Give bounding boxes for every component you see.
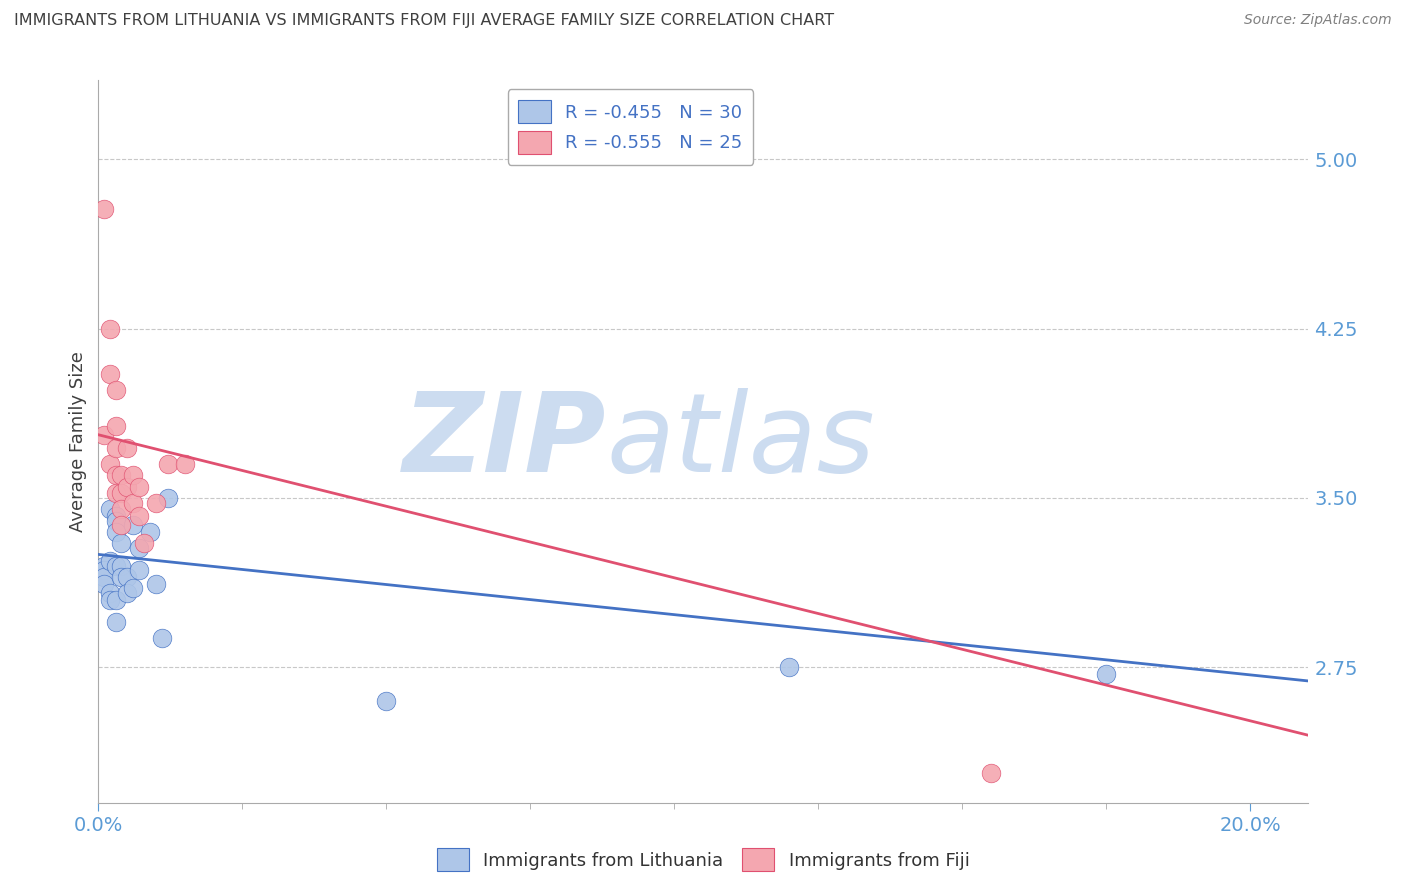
Y-axis label: Average Family Size: Average Family Size <box>69 351 87 532</box>
Point <box>110 558 132 573</box>
Point <box>122 582 145 596</box>
Point <box>145 495 167 509</box>
Point <box>128 563 150 577</box>
Point <box>104 486 127 500</box>
Point <box>104 514 127 528</box>
Point <box>156 491 179 505</box>
Point <box>98 502 121 516</box>
Point <box>173 457 195 471</box>
Point <box>110 518 132 533</box>
Point <box>128 541 150 555</box>
Point <box>93 202 115 216</box>
Point <box>104 442 127 456</box>
Point <box>110 536 132 550</box>
Legend: Immigrants from Lithuania, Immigrants from Fiji: Immigrants from Lithuania, Immigrants fr… <box>429 841 977 879</box>
Point <box>128 480 150 494</box>
Text: atlas: atlas <box>606 388 875 495</box>
Point <box>139 524 162 539</box>
Point <box>156 457 179 471</box>
Point <box>110 468 132 483</box>
Point <box>104 509 127 524</box>
Text: IMMIGRANTS FROM LITHUANIA VS IMMIGRANTS FROM FIJI AVERAGE FAMILY SIZE CORRELATIO: IMMIGRANTS FROM LITHUANIA VS IMMIGRANTS … <box>14 13 834 29</box>
Text: ZIP: ZIP <box>402 388 606 495</box>
Point <box>93 576 115 591</box>
Point <box>375 694 398 708</box>
Point <box>93 558 115 573</box>
Point <box>98 457 121 471</box>
Point <box>98 321 121 335</box>
Point <box>93 427 115 442</box>
Point <box>104 524 127 539</box>
Point <box>115 586 138 600</box>
Point <box>104 558 127 573</box>
Point <box>128 509 150 524</box>
Point <box>104 383 127 397</box>
Point <box>93 570 115 584</box>
Point <box>98 592 121 607</box>
Point <box>980 766 1002 780</box>
Point <box>115 480 138 494</box>
Point <box>150 631 173 645</box>
Point <box>98 554 121 568</box>
Point <box>104 592 127 607</box>
Text: Source: ZipAtlas.com: Source: ZipAtlas.com <box>1244 13 1392 28</box>
Point <box>104 615 127 630</box>
Point <box>98 367 121 381</box>
Point <box>115 570 138 584</box>
Point <box>104 468 127 483</box>
Point <box>122 468 145 483</box>
Point <box>145 576 167 591</box>
Point <box>110 502 132 516</box>
Point <box>93 563 115 577</box>
Legend: R = -0.455   N = 30, R = -0.555   N = 25: R = -0.455 N = 30, R = -0.555 N = 25 <box>508 89 754 165</box>
Point <box>122 495 145 509</box>
Point <box>104 418 127 433</box>
Point <box>110 486 132 500</box>
Point <box>115 442 138 456</box>
Point <box>98 586 121 600</box>
Point <box>134 536 156 550</box>
Point <box>1095 667 1118 681</box>
Point <box>122 518 145 533</box>
Point <box>778 660 800 674</box>
Point <box>110 570 132 584</box>
